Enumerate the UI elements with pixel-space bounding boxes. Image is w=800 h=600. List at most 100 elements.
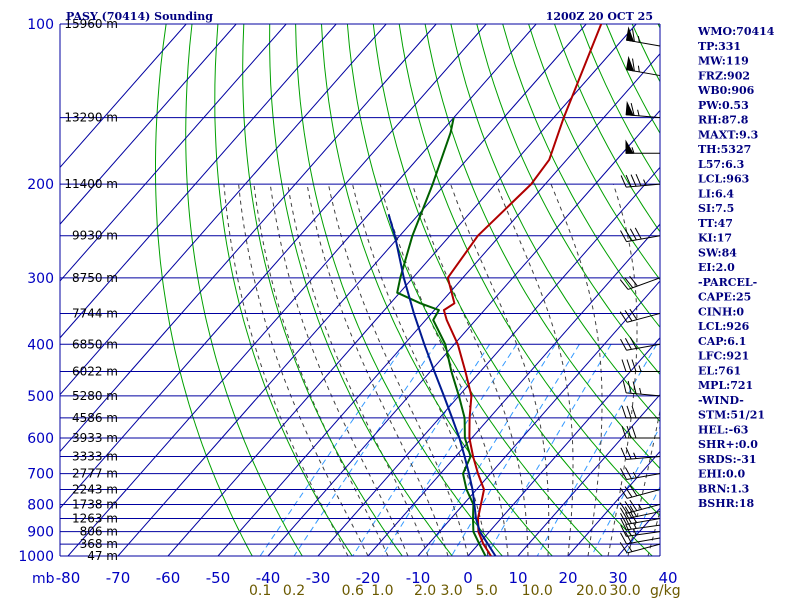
sounding-index-text: CINH:0 xyxy=(698,305,744,318)
mixing-ratio-tick-label: 0.2 xyxy=(283,583,305,599)
wind-barb-flag xyxy=(619,542,628,554)
pressure-tick-labels: 100 200 300 400 500 600 700 800 900 1000 xyxy=(18,17,54,565)
wind-barb-staff xyxy=(626,524,661,531)
sounding-index-text: -PARCEL- xyxy=(698,276,757,289)
height-level-label: 11400 m xyxy=(64,177,118,191)
temperature-tick-label: -80 xyxy=(56,569,81,587)
temperature-tick-label: 0 xyxy=(463,569,473,587)
sounding-index-text: BSHR:18 xyxy=(698,497,754,510)
wind-barb-flag xyxy=(627,380,632,394)
temperature-tick-labels: -80 -70 -60 -50 -40 -30 -20 -10 0 10 20 30 40 xyxy=(56,569,678,587)
wind-barb-half-flag xyxy=(632,522,637,529)
temperature-tick-label: -20 xyxy=(356,569,381,587)
wind-barb-staff xyxy=(658,555,660,556)
sounding-profiles xyxy=(387,24,603,556)
height-level-label: 15960 m xyxy=(64,17,118,31)
wind-barb-flag xyxy=(629,228,637,241)
wind-barb-pennant xyxy=(625,139,634,154)
wind-barb-flag xyxy=(620,468,627,480)
dewpoint-profile-line xyxy=(396,117,487,556)
wind-barb-flag xyxy=(632,28,635,42)
mixing-ratio-line xyxy=(591,425,660,556)
isotherm-line xyxy=(60,24,337,339)
wind-barb-flag xyxy=(621,359,627,372)
wind-barb-flag xyxy=(626,405,632,419)
sounding-index-text: LCL:926 xyxy=(698,320,750,333)
sounding-index-text: LCL:963 xyxy=(698,173,749,186)
dry-adiabat-line xyxy=(579,24,660,184)
sounding-index-text: CAP:6.1 xyxy=(698,335,746,348)
isobars xyxy=(59,23,661,557)
wind-barb-half-flag xyxy=(632,471,637,478)
height-level-label: 9930 m xyxy=(72,229,118,243)
moist-adiabat-line xyxy=(379,183,509,556)
wind-barb-half-flag xyxy=(637,36,640,43)
isotherm-line xyxy=(467,337,660,556)
isotherm-line xyxy=(267,109,660,556)
wind-barb-flag xyxy=(629,337,637,349)
wind-barb-flag xyxy=(619,507,628,519)
wind-barb-staff xyxy=(626,392,661,397)
wind-barb-staff xyxy=(626,235,661,243)
wind-barb-half-flag xyxy=(637,109,640,116)
temperature-tick-label: -40 xyxy=(256,569,281,587)
mixing-ratio-tick-label: 5.0 xyxy=(475,583,497,599)
isotherm-line xyxy=(567,450,660,556)
wind-barb-flag xyxy=(625,447,632,460)
temperature-tick-label: -70 xyxy=(106,569,131,587)
wind-barb-staff xyxy=(626,537,661,545)
wind-barb-half-flag xyxy=(637,503,643,510)
wind-barb-flag xyxy=(632,381,637,394)
wind-barb-staff xyxy=(626,183,661,188)
moist-adiabat-line xyxy=(327,183,469,556)
wind-barb-flag xyxy=(626,359,632,372)
wind-barb-flag xyxy=(621,425,627,439)
height-level-label: 5280 m xyxy=(72,389,118,403)
pressure-tick-label: 100 xyxy=(27,17,54,33)
mixing-ratio-tick-label: 0.6 xyxy=(342,583,364,599)
sounding-index-text: STM:51/21 xyxy=(698,409,765,422)
wind-barb-flag xyxy=(620,518,627,531)
isotherm-line xyxy=(60,24,287,282)
wind-barb-flag xyxy=(624,486,633,498)
wind-barb-flag xyxy=(630,102,635,116)
wind-barb-flag xyxy=(621,405,627,419)
wind-barb-half-flag xyxy=(632,529,637,536)
chart-title: PASY (70414) Sounding xyxy=(66,10,213,23)
wind-barb-flag xyxy=(620,512,627,525)
wind-barb-pennant xyxy=(625,100,634,116)
isotherm-line xyxy=(317,166,660,556)
temperature-tick-label: 20 xyxy=(558,569,577,587)
wind-barb-flag xyxy=(624,531,632,544)
height-level-label: 2243 m xyxy=(72,483,118,497)
height-level-label: 2777 m xyxy=(72,467,118,481)
wind-barb-staff xyxy=(626,511,661,520)
dry-adiabat-line xyxy=(788,24,800,556)
wind-barb-flag xyxy=(629,308,638,320)
observation-time: 1200Z 20 OCT 25 xyxy=(546,10,653,23)
sounding-index-text: MAXT:9.3 xyxy=(698,128,758,141)
moist-adiabat-line xyxy=(550,183,603,556)
isotherm-line xyxy=(367,223,660,556)
isotherm-line xyxy=(60,24,187,169)
wind-barb-staff xyxy=(627,543,661,554)
moist-adiabat-line xyxy=(238,184,369,556)
height-level-label: 368 m xyxy=(80,537,118,551)
isotherm-line xyxy=(67,24,537,556)
isotherm-line xyxy=(117,24,587,556)
wind-barb-flag xyxy=(619,311,628,323)
wind-barb-flag xyxy=(619,279,629,290)
pressure-tick-label: 900 xyxy=(27,525,54,541)
temperature-tick-label: 10 xyxy=(508,569,527,587)
height-level-label: 4586 m xyxy=(72,411,118,425)
height-level-label: 7744 m xyxy=(72,306,118,320)
wind-barb-half-flag xyxy=(639,387,642,395)
wind-barb-flag xyxy=(632,58,635,72)
mixing-ratio-tick-label: 1.0 xyxy=(371,583,393,599)
sounding-index-text: LI:6.4 xyxy=(698,187,734,200)
wind-barb-flag xyxy=(631,425,637,439)
isotherm-line xyxy=(517,393,660,556)
dry-adiabat-line xyxy=(762,24,800,556)
mixing-ratio-tick-labels: 0.1 0.2 0.6 1.0 2.0 3.0 5.0 10.0 20.0 30.0 xyxy=(249,583,641,599)
height-level-label: 13290 m xyxy=(64,111,118,125)
